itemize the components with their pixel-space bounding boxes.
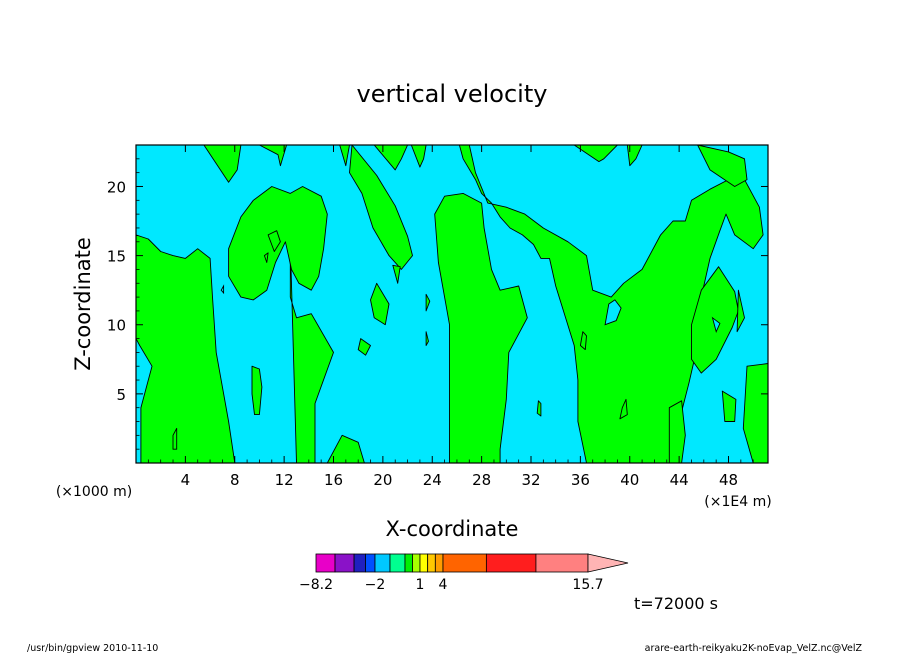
footer-right: arare-earth-reikyaku2K-noEvap_VelZ.nc@Ve…	[645, 643, 863, 654]
x-tick-label: 36	[571, 471, 590, 489]
downward-island	[604, 299, 622, 326]
colorbar-label: −2	[365, 577, 386, 593]
upward-region	[267, 230, 281, 252]
upward-region	[136, 234, 236, 463]
upward-region	[425, 293, 431, 312]
upward-region	[289, 241, 334, 463]
colorbar-label: −8.2	[299, 577, 333, 593]
x-scale-note: (×1E4 m)	[704, 494, 771, 510]
upward-region	[579, 331, 587, 351]
colorbar-extend-arrow	[587, 553, 629, 573]
upward-region	[392, 264, 401, 284]
downward-island	[711, 316, 721, 334]
chart-title: vertical velocity	[357, 80, 548, 108]
colorbar-segment	[353, 553, 366, 573]
colorbar-segment	[374, 553, 391, 573]
y-axis-ticks: 5 10 15 20	[107, 158, 768, 450]
upward-region	[742, 363, 768, 463]
colorbar-segment	[389, 553, 406, 573]
x-tick-label: 40	[620, 471, 639, 489]
upward-region	[258, 145, 288, 167]
colorbar-label: 4	[439, 577, 448, 593]
colorbar-segment	[427, 553, 436, 573]
y-tick-label: 10	[107, 317, 126, 335]
plot-frame	[135, 144, 769, 464]
x-tick-label: 8	[230, 471, 240, 489]
x-tick-label: 28	[472, 471, 491, 489]
time-label: t=72000 s	[634, 594, 718, 613]
colorbar-segment	[442, 553, 487, 573]
upward-region	[721, 390, 737, 422]
upward-region	[172, 427, 178, 450]
colorbar-label: 15.7	[572, 577, 603, 593]
upward-region	[573, 145, 618, 163]
colorbar-segment	[535, 553, 589, 573]
x-axis-label: X-coordinate	[386, 517, 519, 541]
upward-region	[370, 282, 390, 326]
x-units-note: (×1000 m)	[56, 484, 132, 500]
upward-region	[736, 289, 745, 333]
y-tick-label: 15	[107, 248, 126, 266]
y-axis-label: Z-coordinate	[71, 237, 95, 371]
upward-region	[626, 145, 643, 167]
upward-region	[434, 192, 528, 463]
x-tick-label: 12	[275, 471, 294, 489]
upward-region	[668, 400, 686, 463]
upward-region	[203, 145, 242, 183]
x-tick-label: 48	[719, 471, 738, 489]
plot-area	[135, 144, 769, 464]
colorbar-label: 1	[416, 577, 425, 593]
upward-region	[349, 145, 413, 270]
colorbar-segment	[419, 553, 429, 573]
footer-left: /usr/bin/gpview 2010-11-10	[27, 643, 158, 654]
x-tick-label: 4	[181, 471, 191, 489]
contour-fill-layer	[136, 145, 768, 463]
x-tick-label: 32	[521, 471, 540, 489]
colorbar-segment	[404, 553, 413, 573]
upward-region	[263, 252, 269, 263]
upward-region	[425, 331, 429, 346]
upward-region	[410, 145, 427, 168]
upward-region	[339, 145, 350, 167]
x-tick-label: 16	[324, 471, 343, 489]
y-tick-label: 5	[116, 386, 126, 404]
upward-region	[536, 400, 542, 417]
x-axis-ticks: 4 8 12 16 20 24 28 32 36 40 44 48	[147, 145, 754, 489]
colorbar-segment	[485, 553, 537, 573]
colorbar-segment	[334, 553, 355, 573]
colorbar-segment	[412, 553, 421, 573]
x-tick-label: 44	[670, 471, 689, 489]
y-tick-label: 20	[107, 178, 126, 196]
upward-region	[357, 338, 371, 356]
upward-region	[619, 398, 628, 420]
x-tick-label: 20	[373, 471, 392, 489]
colorbar: −8.2 −2 1 4 15.7	[299, 553, 629, 593]
downward-island	[220, 284, 225, 295]
colorbar-segment	[365, 553, 376, 573]
colorbar-segment	[434, 553, 444, 573]
x-tick-label: 24	[423, 471, 442, 489]
colorbar-segment	[315, 553, 336, 573]
upward-region	[326, 434, 365, 463]
upward-region	[251, 365, 263, 416]
